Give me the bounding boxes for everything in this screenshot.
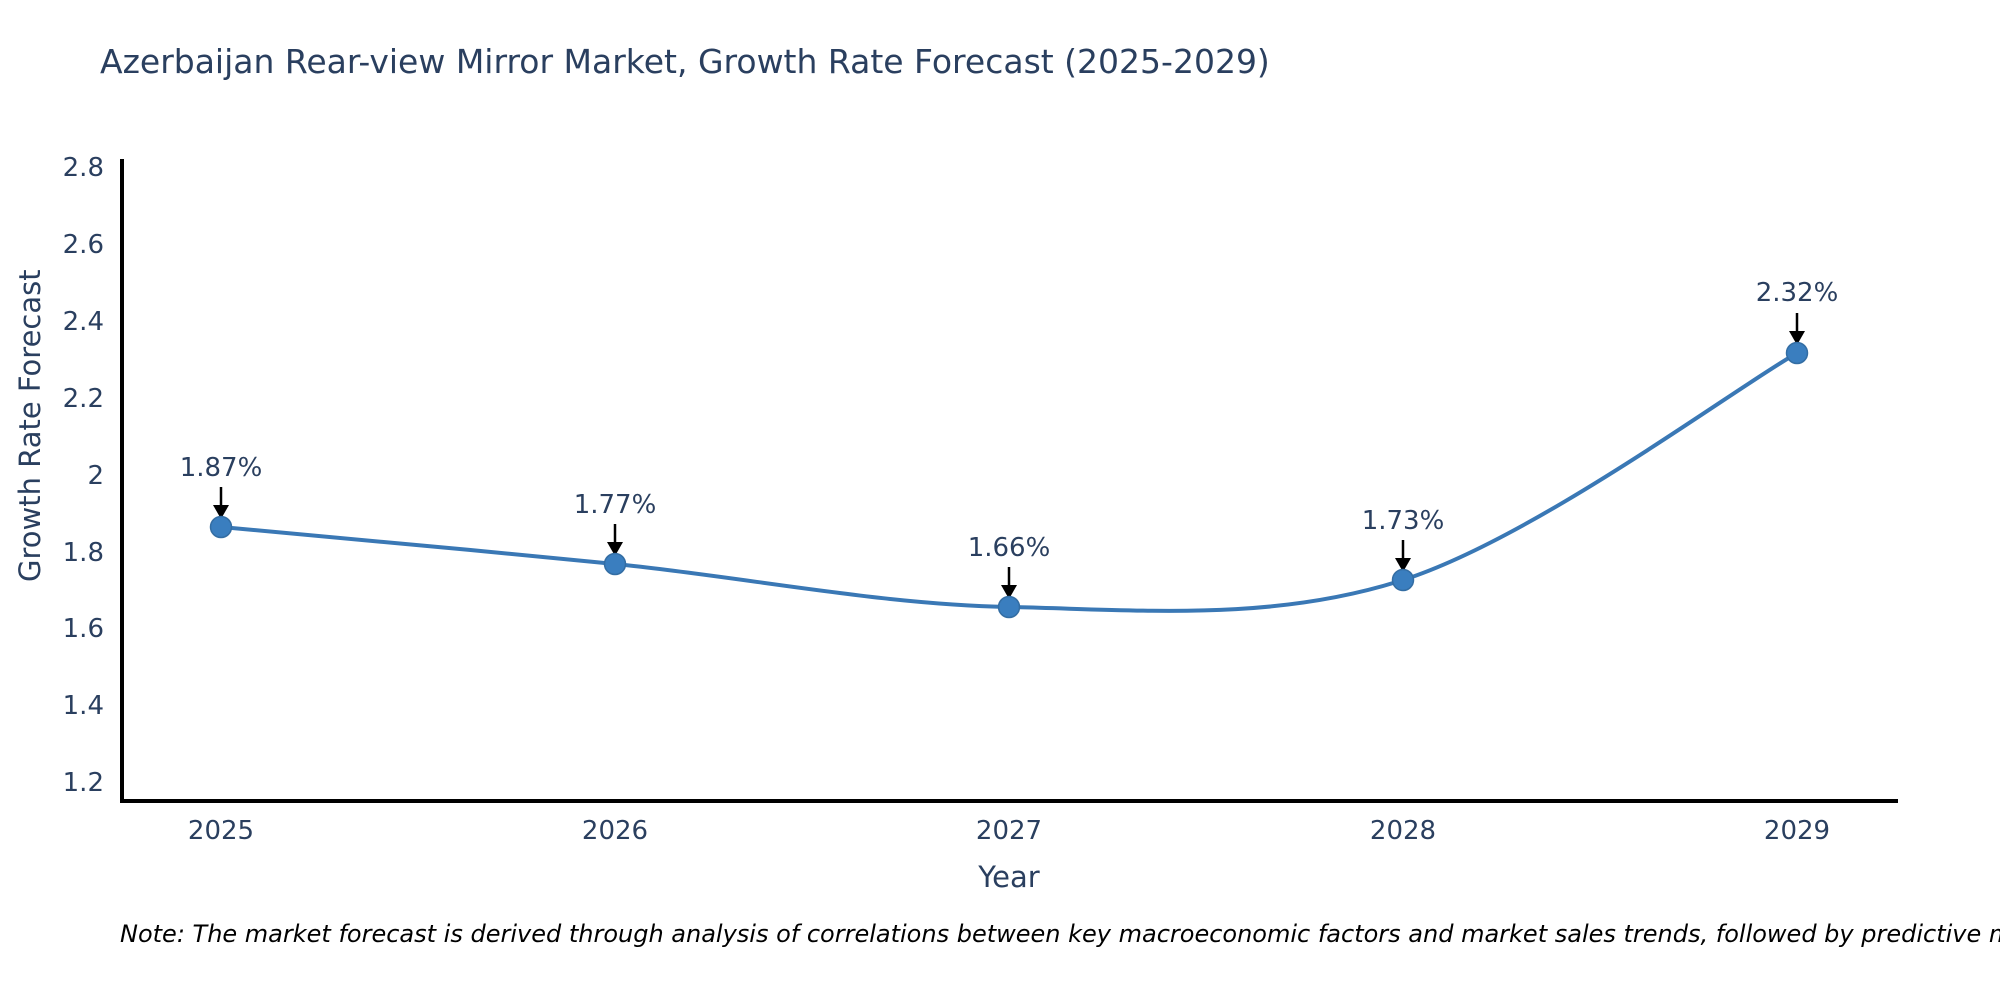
annotation-label-2025: 1.87% [179, 453, 263, 483]
annotation-arrow-2028 [1395, 540, 1411, 572]
x-tick-label-2029: 2029 [1763, 816, 1831, 846]
arrow-head-icon [1789, 331, 1805, 345]
arrow-head-icon [1001, 585, 1017, 599]
data-point-marker-2026[interactable] [603, 552, 627, 576]
y-tick-label: 2.4 [62, 307, 104, 337]
annotation-arrow-2027 [1001, 567, 1017, 599]
y-tick-label: 1.4 [62, 691, 104, 721]
y-tick-label: 2.2 [62, 384, 104, 414]
arrow-head-icon [1395, 558, 1411, 572]
y-tick-label: 1.8 [62, 538, 104, 568]
y-tick-label: 2 [87, 461, 104, 491]
y-tick-label: 2.8 [62, 153, 104, 183]
x-tick-label-2026: 2026 [581, 816, 649, 846]
annotation-arrow-2029 [1789, 313, 1805, 345]
annotation-label-2027: 1.66% [967, 533, 1051, 563]
data-point-marker-2028[interactable] [1391, 568, 1415, 592]
y-tick-label: 2.6 [62, 230, 104, 260]
x-axis-title: Year [978, 860, 1040, 894]
annotation-arrow-2025 [213, 487, 229, 519]
arrow-head-icon [213, 505, 229, 519]
annotation-label-2026: 1.77% [573, 490, 657, 520]
y-tick-label: 1.2 [62, 768, 104, 798]
data-point-marker-2027[interactable] [997, 595, 1021, 619]
footnote: Note: The market forecast is derived thr… [120, 920, 2000, 948]
y-tick-label: 1.6 [62, 614, 104, 644]
arrow-head-icon [607, 542, 623, 556]
x-tick-label-2025: 2025 [187, 816, 255, 846]
annotation-arrow-2026 [607, 524, 623, 556]
annotation-label-2029: 2.32% [1755, 278, 1839, 308]
chart-title: Azerbaijan Rear-view Mirror Market, Grow… [100, 42, 1270, 81]
x-tick-label-2028: 2028 [1369, 816, 1437, 846]
annotation-label-2028: 1.73% [1361, 506, 1445, 536]
data-point-marker-2029[interactable] [1785, 341, 1809, 365]
x-tick-label-2027: 2027 [975, 816, 1043, 846]
data-point-marker-2025[interactable] [209, 515, 233, 539]
